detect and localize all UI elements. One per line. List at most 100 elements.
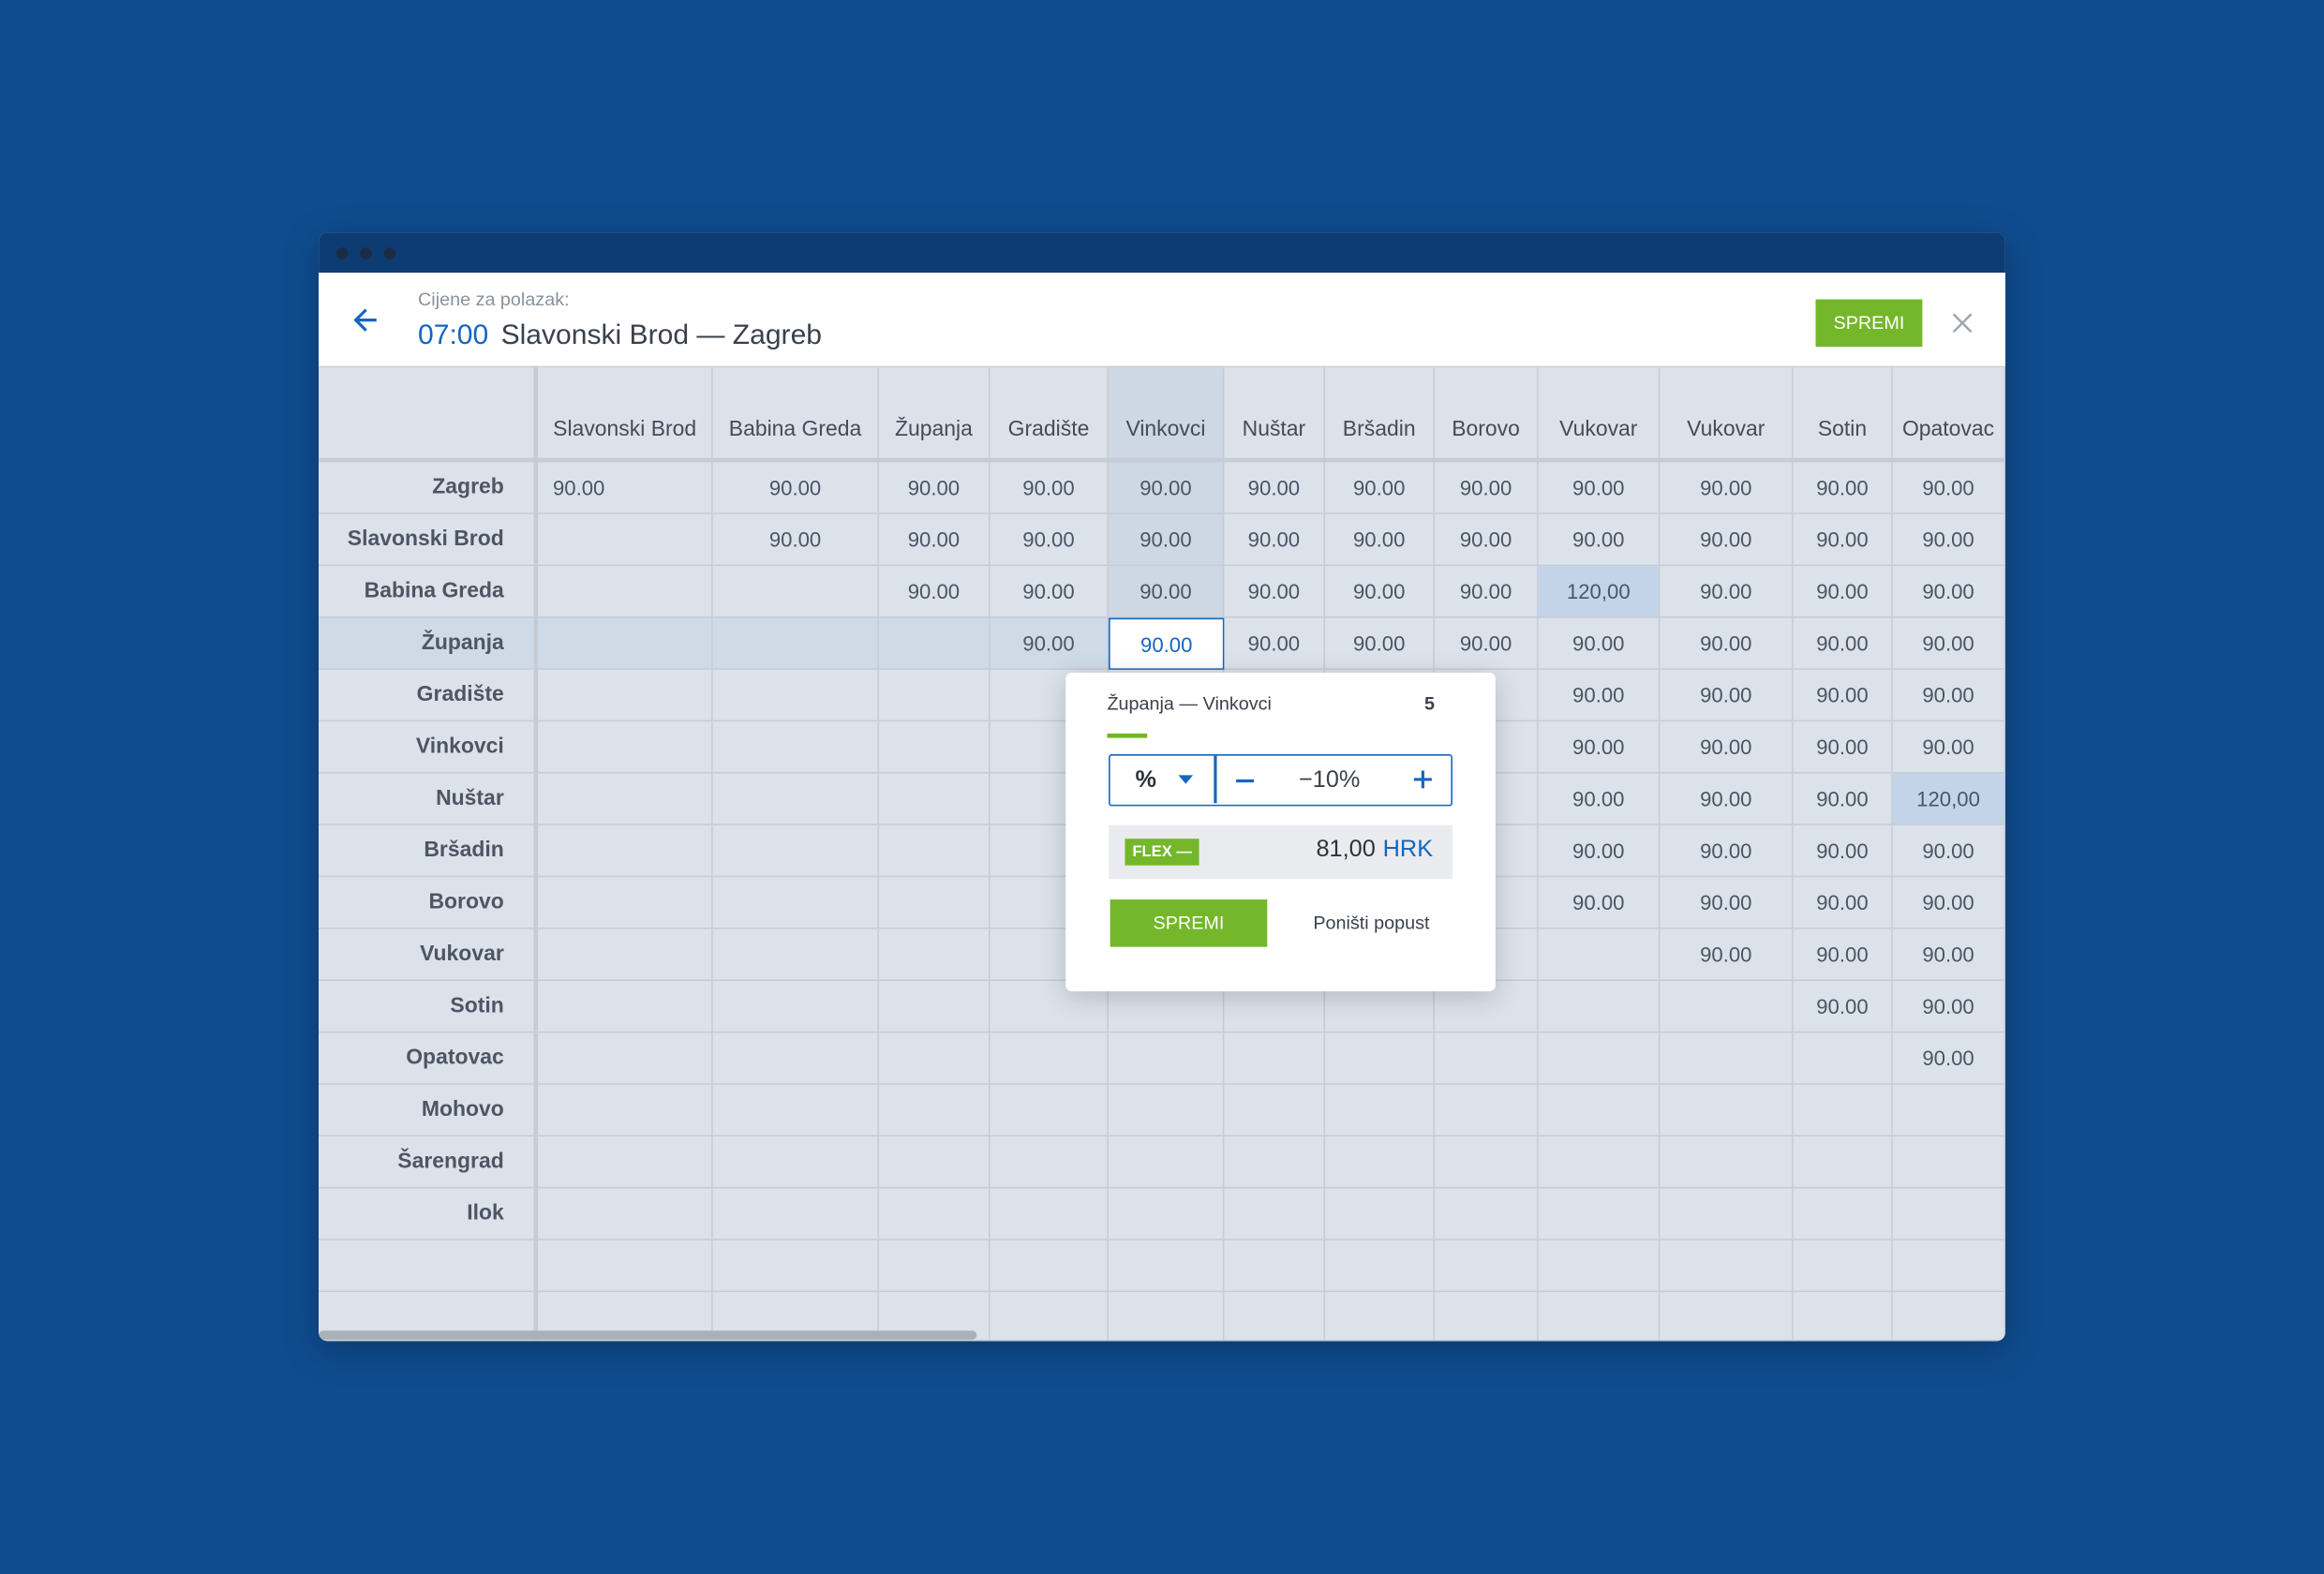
price-cell <box>990 981 1110 1033</box>
plus-button[interactable] <box>1412 769 1433 790</box>
price-cell[interactable]: 90.00 <box>1324 513 1436 567</box>
price-cell[interactable]: 120,00 <box>1892 773 2005 825</box>
price-cell[interactable]: 90.00 <box>1892 1032 2005 1085</box>
price-cell[interactable]: 90.00 <box>1892 928 2005 982</box>
price-cell[interactable]: 90.00 <box>1109 462 1225 514</box>
price-cell[interactable]: 90.00 <box>878 566 991 618</box>
tab-indicator <box>1107 733 1148 738</box>
price-cell[interactable]: 90.00 <box>1793 513 1893 567</box>
price-cell[interactable]: 90.00 <box>1538 617 1661 670</box>
price-cell <box>1538 1292 1661 1342</box>
window-dot <box>360 247 372 260</box>
price-cell <box>990 1188 1110 1240</box>
price-cell[interactable]: 90.00 <box>1793 721 1893 774</box>
price-cell <box>1892 1136 2005 1189</box>
price-cell[interactable]: 90.00 <box>1538 773 1661 825</box>
price-cell[interactable]: 90.00 <box>1109 566 1225 618</box>
price-cell[interactable]: 90.00 <box>1538 721 1661 774</box>
row-header: Gradište <box>319 669 534 722</box>
price-cell <box>878 1032 991 1085</box>
price-cell[interactable]: 90.00 <box>1224 513 1325 567</box>
price-cell[interactable]: 90.00 <box>1892 462 2005 514</box>
price-cell <box>1538 928 1661 982</box>
price-cell[interactable]: 90.00 <box>1435 566 1539 618</box>
price-cell[interactable]: 90.00 <box>1660 773 1794 825</box>
price-cell[interactable]: 90.00 <box>1435 617 1539 670</box>
price-cell <box>1660 1084 1794 1137</box>
price-cell[interactable]: 90.00 <box>1660 721 1794 774</box>
price-cell[interactable]: 90.00 <box>1892 513 2005 567</box>
price-cell[interactable]: 90.00 <box>1538 669 1661 722</box>
price-cell[interactable]: 90.00 <box>1892 566 2005 618</box>
unit-select[interactable]: % <box>1135 767 1157 794</box>
row-header: Vinkovci <box>319 721 534 774</box>
price-cell <box>1660 981 1794 1033</box>
price-cell[interactable]: 90.00 <box>1324 462 1436 514</box>
price-cell[interactable]: 90.00 <box>1538 824 1661 878</box>
price-cell[interactable]: 90.00 <box>990 566 1110 618</box>
price-cell[interactable]: 90.00 <box>538 462 713 514</box>
price-cell[interactable]: 90.00 <box>990 462 1110 514</box>
scrollbar[interactable] <box>319 1330 977 1340</box>
price-cell[interactable]: 90.00 <box>1224 617 1325 670</box>
price-cell[interactable]: 90.00 <box>1538 462 1661 514</box>
price-cell[interactable]: 90.00 <box>1224 566 1325 618</box>
price-cell[interactable]: 90.00 <box>1660 877 1794 929</box>
price-cell[interactable]: 90.00 <box>1793 928 1893 982</box>
price-cell[interactable]: 90.00 <box>1793 669 1893 722</box>
price-cell[interactable]: 90.00 <box>1660 669 1794 722</box>
price-cell[interactable]: 90.00 <box>1660 462 1794 514</box>
price-cell[interactable]: 90.00 <box>1538 877 1661 929</box>
price-cell[interactable]: 90.00 <box>1224 462 1325 514</box>
currency: HRK <box>1382 837 1434 863</box>
price-cell[interactable]: 90.00 <box>1660 617 1794 670</box>
price-cell[interactable]: 90.00 <box>1892 669 2005 722</box>
price-cell[interactable]: 120,00 <box>1538 566 1661 618</box>
price-cell[interactable]: 90.00 <box>712 513 879 567</box>
price-cell[interactable]: 90.00 <box>1793 824 1893 878</box>
popup-save-button[interactable]: SPREMI <box>1110 899 1268 947</box>
save-button[interactable]: SPREMI <box>1815 299 1923 348</box>
window: Cijene za polazak: 07:00 Slavonski Brod … <box>319 232 2005 1342</box>
price-cell[interactable]: 90.00 <box>1660 824 1794 878</box>
close-button[interactable] <box>1950 311 1974 334</box>
price-cell[interactable]: 90.00 <box>1660 513 1794 567</box>
price-cell[interactable]: 90.00 <box>1892 617 2005 670</box>
price-cell[interactable]: 90.00 <box>1538 513 1661 567</box>
price-cell[interactable]: 90.00 <box>878 462 991 514</box>
price-cell[interactable]: 90.00 <box>712 462 879 514</box>
price-cell[interactable]: 90.00 <box>1435 462 1539 514</box>
price-cell[interactable]: 90.00 <box>1435 513 1539 567</box>
price-cell[interactable]: 90.00 <box>1892 824 2005 878</box>
price-cell[interactable]: 90.00 <box>1892 721 2005 774</box>
flex-tag: FLEX — <box>1125 839 1199 866</box>
price-cell[interactable]: 90.00 <box>1793 566 1893 618</box>
price-cell[interactable]: 90.00 <box>1660 566 1794 618</box>
column-header: Nuštar <box>1224 367 1325 463</box>
price-cell[interactable]: 90.00 <box>1793 617 1893 670</box>
price-cell[interactable]: 90.00 <box>1793 981 1893 1033</box>
price-cell[interactable]: 90.00 <box>990 617 1110 670</box>
price-cell[interactable]: 90.00 <box>1793 462 1893 514</box>
price-cell[interactable]: 90.00 <box>1793 773 1893 825</box>
price-cell[interactable]: 90.00 <box>1324 617 1436 670</box>
price-cell[interactable]: 90.00 <box>1324 566 1436 618</box>
window-dot <box>336 247 349 260</box>
price-cell <box>1435 1292 1539 1342</box>
price-cell[interactable]: 90.00 <box>1892 877 2005 929</box>
minus-button[interactable] <box>1234 770 1255 791</box>
price-cell <box>1892 1292 2005 1342</box>
cancel-discount[interactable]: Poništi popust <box>1313 913 1430 934</box>
price-cell[interactable]: 90.00 <box>1660 928 1794 982</box>
price-cell[interactable]: 90.00 <box>1793 877 1893 929</box>
price-cell <box>1109 1240 1225 1293</box>
price-cell[interactable]: 90.00 <box>878 513 991 567</box>
back-button[interactable] <box>351 305 381 335</box>
price-cell[interactable]: 90.00 <box>1109 513 1225 567</box>
price-cell <box>1660 1136 1794 1189</box>
price-cell[interactable]: 90.00 <box>1109 617 1225 670</box>
price-cell[interactable]: 90.00 <box>1892 981 2005 1033</box>
price-cell <box>1538 1084 1661 1137</box>
price-cell[interactable]: 90.00 <box>990 513 1110 567</box>
row-header <box>319 1240 534 1293</box>
